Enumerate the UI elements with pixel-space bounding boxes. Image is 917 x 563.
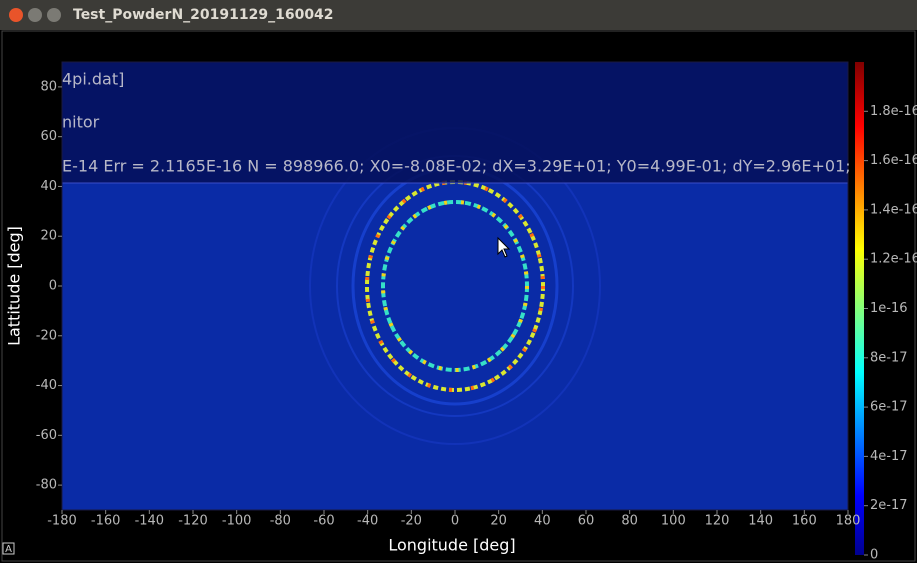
x-axis-label: Longitude [deg] bbox=[388, 536, 515, 555]
x-tick-label: 0 bbox=[451, 514, 459, 529]
y-tick-label: -60 bbox=[36, 428, 57, 443]
colorbar-tick-label: 1.2e-16 bbox=[870, 252, 917, 267]
x-tick-label: -60 bbox=[313, 514, 334, 529]
x-tick-label: -100 bbox=[222, 514, 252, 529]
colorbar-tick-label: 0 bbox=[870, 548, 878, 563]
toolbar-icon-glyph: A bbox=[5, 544, 12, 555]
y-tick-label: -40 bbox=[36, 378, 57, 393]
colorbar-tick-label: 1.8e-16 bbox=[870, 104, 917, 119]
x-tick-label: 140 bbox=[748, 514, 773, 529]
x-tick-label: 40 bbox=[534, 514, 551, 529]
maximize-button[interactable] bbox=[47, 8, 61, 22]
y-tick-label: 80 bbox=[40, 79, 57, 94]
window-title: Test_PowderN_20191129_160042 bbox=[73, 7, 334, 23]
annotation: E-14 Err = 2.1165E-16 N = 898966.0; X0=-… bbox=[62, 157, 851, 176]
x-tick-label: 20 bbox=[490, 514, 507, 529]
x-tick-label: -160 bbox=[91, 514, 121, 529]
x-tick-label: -80 bbox=[270, 514, 291, 529]
colorbar-tick-label: 1.6e-16 bbox=[870, 153, 917, 168]
y-tick-label: 60 bbox=[40, 129, 57, 144]
minimize-button[interactable] bbox=[28, 8, 42, 22]
colorbar-tick-label: 1e-16 bbox=[870, 301, 908, 316]
y-tick-label: -20 bbox=[36, 328, 57, 343]
x-tick-label: -20 bbox=[401, 514, 422, 529]
y-tick-label: 0 bbox=[49, 279, 57, 294]
colorbar-tick-label: 1.4e-16 bbox=[870, 202, 917, 217]
x-tick-label: 120 bbox=[705, 514, 730, 529]
x-tick-label: -40 bbox=[357, 514, 378, 529]
mouse-cursor bbox=[497, 236, 511, 258]
outer-ring-hot bbox=[365, 180, 545, 392]
inner-ring-hot bbox=[381, 200, 529, 372]
toolbar-icon[interactable] bbox=[2, 542, 15, 555]
close-button[interactable] bbox=[9, 8, 23, 22]
x-tick-label: 100 bbox=[661, 514, 686, 529]
x-tick-label: 60 bbox=[578, 514, 595, 529]
colorbar-tick-label: 4e-17 bbox=[870, 449, 908, 464]
y-tick-label: -80 bbox=[36, 478, 57, 493]
heatmap bbox=[62, 62, 848, 510]
y-tick-label: 40 bbox=[40, 179, 57, 194]
x-tick-label: -180 bbox=[47, 514, 77, 529]
colorbar-tick-label: 6e-17 bbox=[870, 400, 908, 415]
title-bar bbox=[0, 0, 917, 30]
colorbar-tick-label: 8e-17 bbox=[870, 350, 908, 365]
colorbar bbox=[855, 62, 864, 555]
y-tick-label: 20 bbox=[40, 229, 57, 244]
info-box bbox=[62, 62, 848, 184]
x-tick-label: 180 bbox=[836, 514, 861, 529]
x-tick-label: 160 bbox=[792, 514, 817, 529]
colorbar-tick-label: 2e-17 bbox=[870, 498, 908, 513]
x-tick-label: -140 bbox=[135, 514, 165, 529]
y-axis-label: Lattitude [deg] bbox=[5, 226, 24, 346]
x-tick-label: -120 bbox=[178, 514, 208, 529]
x-tick-label: 80 bbox=[621, 514, 638, 529]
annotation: 4pi.dat] bbox=[62, 70, 124, 89]
annotation: nitor bbox=[62, 113, 100, 132]
